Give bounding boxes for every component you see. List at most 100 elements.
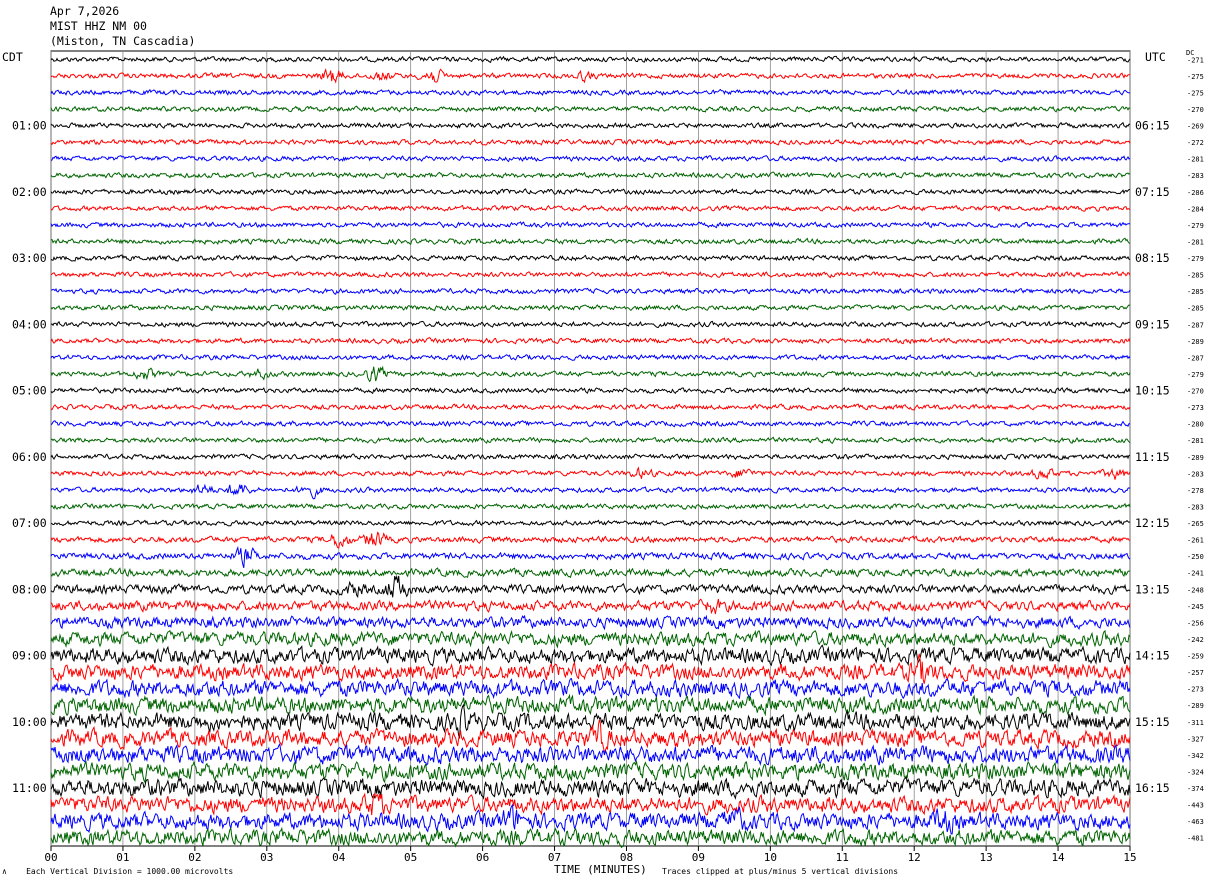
seismic-trace-black	[50, 121, 1131, 129]
dc-offset-label: -280	[1187, 421, 1204, 429]
right-hour-label: 11:15	[1135, 450, 1170, 464]
chart-header: Apr 7,2026 MIST HHZ NM 00 (Miston, TN Ca…	[50, 4, 195, 49]
dc-offset-label: -289	[1187, 338, 1204, 346]
right-hour-label: 08:15	[1135, 251, 1170, 265]
seismic-trace-blue	[50, 614, 1131, 631]
seismic-trace-blue	[51, 287, 1131, 295]
x-tick-label: 15	[1123, 851, 1136, 864]
seismic-trace-blue	[50, 155, 1131, 163]
left-hour-label: 06:00	[12, 450, 47, 464]
left-hour-label: 02:00	[12, 185, 47, 199]
location-label: (Miston, TN Cascadia)	[50, 34, 196, 48]
dc-offset-label: -284	[1187, 205, 1204, 213]
x-tick-label: 07	[548, 851, 561, 864]
dc-offset-label: -271	[1187, 56, 1204, 64]
right-hour-label: 07:15	[1135, 185, 1170, 199]
dc-offset-label: -257	[1187, 669, 1204, 677]
x-tick-label: 12	[908, 851, 921, 864]
dc-offset-label: -285	[1187, 272, 1204, 280]
dc-offset-label: -283	[1187, 172, 1204, 180]
dc-offset-label: -278	[1187, 487, 1204, 495]
seismic-trace-green	[50, 237, 1131, 246]
seismic-trace-black	[50, 254, 1131, 262]
seismic-trace-blue	[50, 88, 1131, 97]
dc-offset-label: -250	[1187, 553, 1204, 561]
dc-offset-label: -242	[1187, 636, 1204, 644]
seismic-trace-black	[50, 320, 1131, 329]
dc-offset-label: -279	[1187, 255, 1204, 263]
seismic-trace-red	[50, 337, 1131, 345]
seismic-trace-green	[50, 304, 1131, 312]
left-hour-label: 03:00	[12, 251, 47, 265]
seismic-trace-red	[50, 792, 1131, 816]
seismic-trace-red	[50, 138, 1131, 146]
scale-label: Each Vertical Division = 1000.00 microvo…	[26, 867, 234, 876]
dc-offset-label: -279	[1187, 222, 1204, 230]
x-tick-label: 13	[980, 851, 993, 864]
dc-offset-label: -273	[1187, 404, 1204, 412]
left-hour-label: 04:00	[12, 317, 47, 331]
seismic-trace-green	[50, 502, 1131, 511]
seismic-trace-black	[50, 776, 1131, 800]
x-tick-label: 03	[260, 851, 273, 864]
dc-offset-label: -481	[1187, 835, 1204, 843]
seismic-trace-red	[50, 653, 1131, 684]
dc-offset-label: -279	[1187, 371, 1204, 379]
dc-offset-label: -286	[1187, 189, 1204, 197]
dc-offset-label: -342	[1187, 752, 1204, 760]
x-tick-label: 00	[44, 851, 57, 864]
seismic-trace-red	[50, 531, 1131, 549]
x-tick-label: 01	[116, 851, 129, 864]
right-hour-label: 09:15	[1135, 317, 1170, 331]
seismic-trace-blue	[50, 221, 1131, 229]
seismic-trace-red	[50, 270, 1131, 279]
x-axis-title: TIME (MINUTES)	[554, 863, 647, 876]
dc-offset-label: -281	[1187, 238, 1204, 246]
dc-offset-label: -324	[1187, 768, 1204, 776]
seismic-trace-blue	[50, 483, 1131, 500]
right-hour-label: 13:15	[1135, 582, 1170, 596]
right-hour-label: 10:15	[1135, 384, 1170, 398]
dc-offset-label: -283	[1187, 470, 1204, 478]
dc-offset-label: -281	[1187, 437, 1204, 445]
dc-offset-label: -265	[1187, 520, 1204, 528]
dc-offset-label: -463	[1187, 818, 1204, 826]
right-hour-label: 12:15	[1135, 516, 1170, 530]
seismic-trace-black	[50, 644, 1131, 667]
dc-offset-label: -241	[1187, 570, 1204, 578]
seismic-trace-blue	[50, 742, 1131, 766]
seismic-trace-red	[50, 68, 1131, 84]
seismic-trace-red	[50, 598, 1131, 615]
dc-offset-label: -327	[1187, 735, 1204, 743]
clip-note: Traces clipped at plus/minus 5 vertical …	[662, 867, 899, 876]
dc-offset-label: -289	[1187, 454, 1204, 462]
x-tick-label: 04	[332, 851, 346, 864]
seismic-trace-green	[50, 365, 1131, 383]
dc-offset-label: -273	[1187, 686, 1204, 694]
dc-offset-label: -259	[1187, 653, 1204, 661]
left-timezone-label: CDT	[2, 50, 23, 64]
left-hour-label: 01:00	[12, 119, 47, 133]
seismic-trace-blue	[50, 419, 1131, 428]
dc-offset-label: -275	[1187, 73, 1204, 81]
left-hour-label: 09:00	[12, 649, 47, 663]
x-tick-label: 11	[836, 851, 849, 864]
dc-offset-label: -283	[1187, 503, 1204, 511]
right-hour-label: 16:15	[1135, 781, 1170, 795]
dc-offset-label: -269	[1187, 123, 1204, 131]
seismic-trace-green	[50, 105, 1131, 113]
seismic-trace-red	[50, 403, 1131, 411]
dc-offset-label: -374	[1187, 785, 1204, 793]
x-tick-label: 06	[476, 851, 489, 864]
seismic-trace-green	[50, 171, 1131, 180]
right-timezone-label: UTC	[1145, 50, 1166, 64]
x-tick-label: 14	[1051, 851, 1065, 864]
seismic-trace-blue	[50, 677, 1131, 700]
date-label: Apr 7,2026	[50, 4, 120, 18]
right-hour-label: 14:15	[1135, 649, 1170, 663]
seismic-trace-black	[50, 519, 1131, 527]
seismic-trace-black	[50, 386, 1131, 395]
left-hour-label: 11:00	[12, 781, 47, 795]
dc-offset-label: -245	[1187, 603, 1204, 611]
